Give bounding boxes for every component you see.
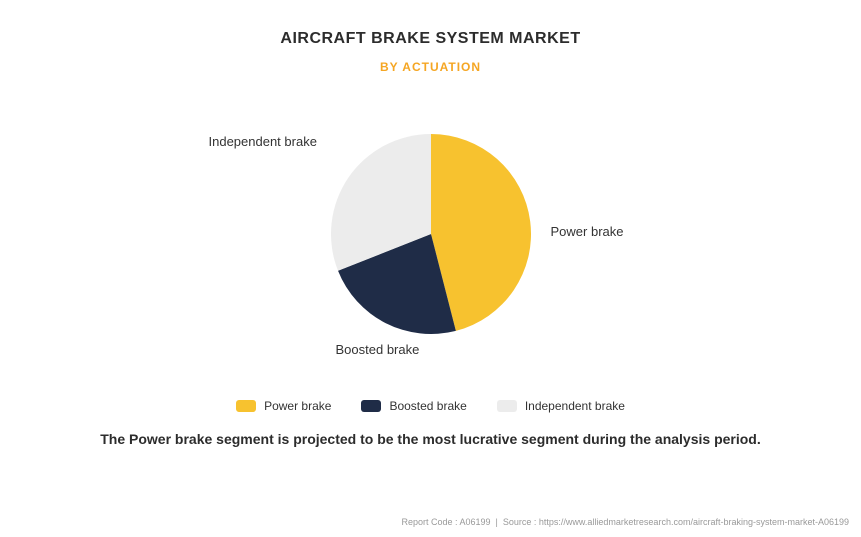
source-text: Source : https://www.alliedmarketresearc… — [503, 517, 849, 527]
legend-swatch — [497, 400, 517, 412]
slice-label: Power brake — [551, 224, 624, 239]
caption-text: The Power brake segment is projected to … — [100, 431, 761, 447]
chart-title: AIRCRAFT BRAKE SYSTEM MARKET — [280, 30, 580, 48]
report-code: Report Code : A06199 — [401, 517, 490, 527]
legend-item: Power brake — [236, 399, 331, 413]
pie-wrap — [331, 134, 531, 334]
footer-text: Report Code : A06199 | Source : https://… — [401, 517, 849, 527]
pie-svg — [331, 134, 531, 334]
legend-swatch — [236, 400, 256, 412]
legend: Power brake Boosted brake Independent brak… — [236, 399, 625, 413]
legend-item: Independent brake — [497, 399, 625, 413]
footer: Report Code : A06199 | Source : https://… — [401, 517, 849, 529]
pie-chart-area: Power brake Boosted brake Independent brak… — [131, 94, 731, 374]
chart-subtitle: BY ACTUATION — [380, 60, 481, 74]
legend-label: Power brake — [264, 399, 331, 413]
legend-label: Independent brake — [525, 399, 625, 413]
legend-item: Boosted brake — [361, 399, 466, 413]
slice-label: Boosted brake — [336, 342, 420, 357]
chart-container: AIRCRAFT BRAKE SYSTEM MARKET BY ACTUATIO… — [0, 0, 861, 537]
legend-label: Boosted brake — [389, 399, 466, 413]
slice-label: Independent brake — [209, 134, 317, 149]
legend-swatch — [361, 400, 381, 412]
